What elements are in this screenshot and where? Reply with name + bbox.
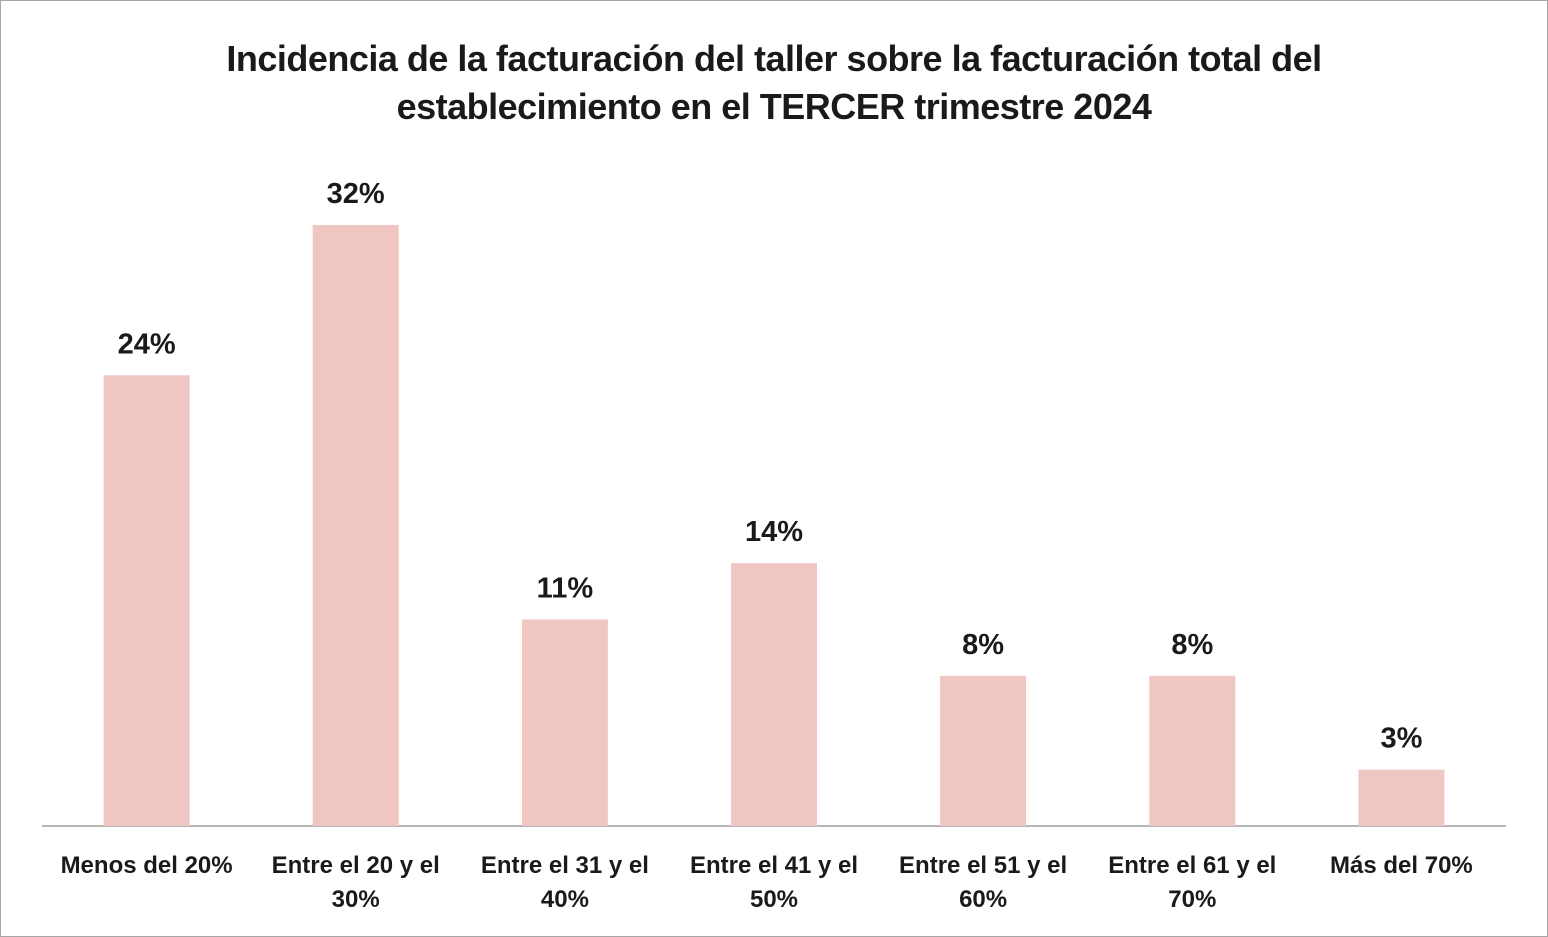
category-label-2: Entre el 31 y el 40% bbox=[481, 852, 649, 913]
data-label-6: 3% bbox=[1380, 723, 1422, 755]
data-label-5: 8% bbox=[1171, 629, 1213, 661]
category-label-6-line-0: Más del 70% bbox=[1330, 852, 1473, 879]
bar-5 bbox=[1149, 675, 1236, 826]
category-label-0: Menos del 20% bbox=[61, 852, 233, 879]
category-label-4: Entre el 51 y el 60% bbox=[899, 852, 1067, 913]
category-label-1-line-0: Entre el 20 y el bbox=[272, 852, 440, 879]
bar-1 bbox=[312, 225, 399, 826]
category-label-4-line-0: Entre el 51 y el bbox=[899, 852, 1067, 879]
bar-0 bbox=[103, 375, 190, 826]
bar-4 bbox=[940, 675, 1027, 826]
data-label-0: 24% bbox=[118, 328, 176, 360]
chart-title-line-1: Incidencia de la facturación del taller … bbox=[226, 38, 1322, 79]
chart-title-line-2: establecimiento en el TERCER trimestre 2… bbox=[396, 86, 1152, 127]
bar-6 bbox=[1358, 769, 1445, 826]
category-label-0-line-0: Menos del 20% bbox=[61, 852, 233, 879]
category-label-5-line-0: Entre el 61 y el bbox=[1108, 852, 1276, 879]
category-label-2-line-1: 40% bbox=[541, 886, 589, 913]
category-label-2-line-0: Entre el 31 y el bbox=[481, 852, 649, 879]
chart-title: Incidencia de la facturación del taller … bbox=[1, 35, 1547, 131]
bar-2 bbox=[521, 619, 608, 826]
data-label-4: 8% bbox=[962, 629, 1004, 661]
category-label-3: Entre el 41 y el 50% bbox=[690, 852, 858, 913]
bar-3 bbox=[731, 563, 817, 826]
category-label-4-line-1: 60% bbox=[959, 886, 1007, 913]
category-label-3-line-1: 50% bbox=[750, 886, 798, 913]
category-label-1-line-1: 30% bbox=[332, 886, 380, 913]
category-label-6: Más del 70% bbox=[1330, 852, 1473, 879]
category-label-5: Entre el 61 y el 70% bbox=[1108, 852, 1276, 913]
category-label-1: Entre el 20 y el 30% bbox=[272, 852, 440, 913]
data-label-1: 32% bbox=[327, 178, 385, 210]
data-label-3: 14% bbox=[745, 516, 803, 548]
category-label-3-line-0: Entre el 41 y el bbox=[690, 852, 858, 879]
category-label-5-line-1: 70% bbox=[1168, 886, 1216, 913]
data-label-2: 11% bbox=[537, 572, 594, 604]
